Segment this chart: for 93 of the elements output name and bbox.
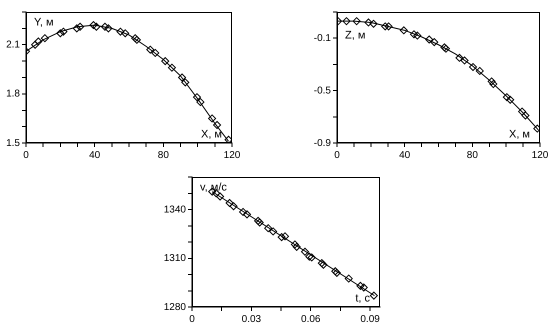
- y-tick-label: 1340: [164, 204, 186, 216]
- y-tick-label: -0.1: [314, 32, 332, 44]
- point: [533, 124, 540, 133]
- point: [413, 32, 422, 40]
- y-tick-label: 1310: [164, 253, 186, 264]
- point: [502, 93, 511, 102]
- point: [400, 26, 408, 34]
- point: [370, 20, 378, 28]
- point: [455, 54, 464, 62]
- point: [476, 66, 484, 75]
- point: [521, 111, 530, 120]
- x-axis-title: X, м: [200, 128, 222, 141]
- point: [488, 77, 496, 86]
- point: [301, 248, 309, 256]
- point: [226, 199, 234, 207]
- y-axis-title: Y, м: [34, 16, 54, 29]
- point: [216, 192, 224, 200]
- point: [178, 74, 186, 82]
- point: [224, 136, 232, 143]
- point: [192, 93, 201, 102]
- point: [290, 240, 299, 248]
- point: [40, 34, 49, 42]
- x-tick-label: 80: [466, 150, 478, 161]
- point: [243, 210, 252, 218]
- point: [196, 98, 204, 106]
- x-tick-label: 0: [23, 150, 30, 161]
- point: [59, 28, 68, 36]
- point: [168, 64, 176, 72]
- point: [506, 96, 514, 104]
- point: [410, 30, 418, 38]
- point: [370, 292, 378, 300]
- point: [281, 232, 290, 240]
- x-tick-label: 0.09: [360, 314, 380, 325]
- x-tick-label: 0: [334, 150, 340, 161]
- point: [352, 17, 361, 26]
- point: [356, 282, 364, 290]
- point: [104, 24, 112, 32]
- point: [360, 284, 368, 292]
- x-tick-label: 80: [158, 150, 170, 161]
- x-tick-label: 0: [189, 314, 196, 325]
- y-tick-label: 1.8: [6, 88, 20, 100]
- point: [146, 46, 154, 54]
- point: [34, 37, 42, 46]
- point: [264, 224, 272, 232]
- point: [425, 36, 434, 44]
- point: [460, 56, 469, 64]
- point: [305, 252, 314, 261]
- y-tick-label: 2.1: [6, 40, 20, 50]
- x-tick-label: 120: [532, 150, 549, 161]
- x-axis-title: t, с: [355, 292, 370, 305]
- point: [292, 242, 301, 251]
- x-axis-title: X, м: [508, 128, 530, 141]
- point: [254, 216, 262, 225]
- point: [92, 22, 100, 31]
- y-tick-label: 1280: [164, 302, 186, 313]
- point: [489, 80, 498, 88]
- point: [239, 208, 248, 216]
- point: [151, 48, 160, 57]
- point: [344, 274, 353, 283]
- point: [384, 22, 393, 30]
- point: [181, 78, 190, 86]
- point: [364, 18, 372, 26]
- point: [89, 21, 98, 30]
- x-tick-label: 0.03: [242, 314, 262, 325]
- point: [161, 57, 170, 66]
- point: [56, 29, 64, 38]
- point: [381, 22, 390, 30]
- x-tick-label: 0.06: [301, 314, 321, 325]
- point: [430, 38, 438, 46]
- point: [256, 218, 264, 226]
- x-tick-label: 40: [399, 150, 411, 161]
- point: [116, 28, 124, 36]
- point: [469, 63, 478, 72]
- point: [213, 120, 222, 129]
- point: [100, 22, 109, 31]
- point: [308, 253, 316, 262]
- y-axis-title: v, м/с: [200, 182, 228, 194]
- y-tick-label: -0.9: [314, 138, 332, 149]
- point: [230, 202, 238, 210]
- point: [269, 227, 278, 236]
- y-tick-label: -0.5: [314, 85, 332, 96]
- point: [278, 233, 286, 242]
- point: [31, 40, 40, 49]
- x-tick-label: 40: [89, 150, 101, 161]
- point: [76, 22, 84, 31]
- point: [121, 29, 130, 38]
- point: [72, 24, 81, 32]
- y-tick-label: 1.5: [6, 138, 20, 149]
- point: [208, 114, 216, 122]
- point: [342, 17, 350, 26]
- y-axis-title: Z, м: [345, 30, 366, 42]
- point: [518, 108, 526, 116]
- x-tick-label: 120: [224, 150, 241, 161]
